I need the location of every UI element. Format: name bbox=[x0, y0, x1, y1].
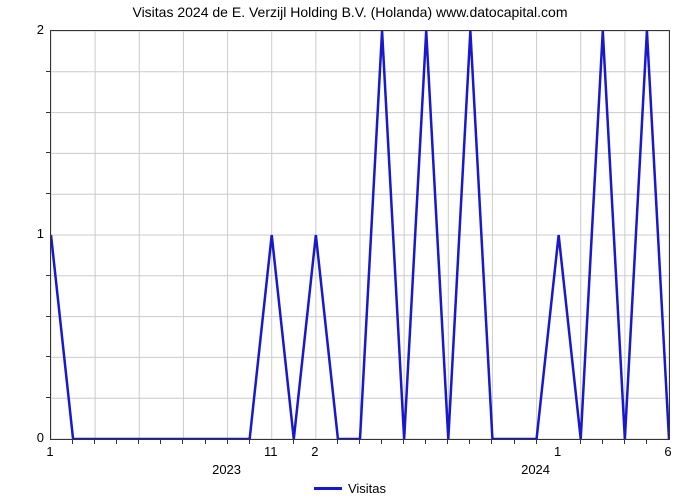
chart-legend: Visitas bbox=[0, 480, 700, 496]
y-minor-tick bbox=[44, 397, 50, 398]
x-minor-tick bbox=[72, 440, 73, 444]
y-tick-label: 0 bbox=[0, 430, 44, 445]
y-tick-label: 1 bbox=[0, 226, 44, 241]
x-minor-tick bbox=[403, 440, 404, 444]
x-minor-tick bbox=[359, 440, 360, 444]
y-tick-label: 2 bbox=[0, 22, 44, 37]
x-tick-label: 1 bbox=[554, 444, 561, 459]
x-minor-tick bbox=[602, 440, 603, 444]
x-minor-tick bbox=[514, 440, 515, 444]
x-tick-label: 2 bbox=[311, 444, 318, 459]
x-minor-tick bbox=[138, 440, 139, 444]
x-minor-tick bbox=[94, 440, 95, 444]
x-sub-label: 2024 bbox=[521, 462, 550, 477]
x-minor-tick bbox=[116, 440, 117, 444]
x-minor-tick bbox=[227, 440, 228, 444]
y-minor-tick bbox=[44, 152, 50, 153]
y-minor-tick bbox=[44, 112, 50, 113]
x-minor-tick bbox=[249, 440, 250, 444]
y-minor-tick bbox=[44, 275, 50, 276]
legend-label: Visitas bbox=[348, 481, 386, 496]
legend-swatch bbox=[314, 487, 342, 490]
x-tick-label: 1 bbox=[46, 444, 53, 459]
x-minor-tick bbox=[469, 440, 470, 444]
x-minor-tick bbox=[580, 440, 581, 444]
chart-plot-area bbox=[50, 30, 670, 440]
y-minor-tick bbox=[44, 316, 50, 317]
chart-title: Visitas 2024 de E. Verzijl Holding B.V. … bbox=[0, 4, 700, 20]
x-tick-label: 11 bbox=[264, 444, 278, 459]
x-minor-tick bbox=[491, 440, 492, 444]
x-minor-tick bbox=[425, 440, 426, 444]
y-minor-tick bbox=[44, 356, 50, 357]
y-minor-tick bbox=[44, 193, 50, 194]
x-minor-tick bbox=[337, 440, 338, 444]
x-minor-tick bbox=[536, 440, 537, 444]
x-minor-tick bbox=[293, 440, 294, 444]
x-minor-tick bbox=[205, 440, 206, 444]
x-tick-label: 6 bbox=[664, 444, 671, 459]
y-minor-tick bbox=[44, 71, 50, 72]
chart-line bbox=[51, 31, 669, 439]
x-sub-label: 2023 bbox=[212, 462, 241, 477]
x-minor-tick bbox=[646, 440, 647, 444]
x-minor-tick bbox=[624, 440, 625, 444]
x-minor-tick bbox=[182, 440, 183, 444]
x-minor-tick bbox=[381, 440, 382, 444]
x-minor-tick bbox=[447, 440, 448, 444]
x-minor-tick bbox=[160, 440, 161, 444]
